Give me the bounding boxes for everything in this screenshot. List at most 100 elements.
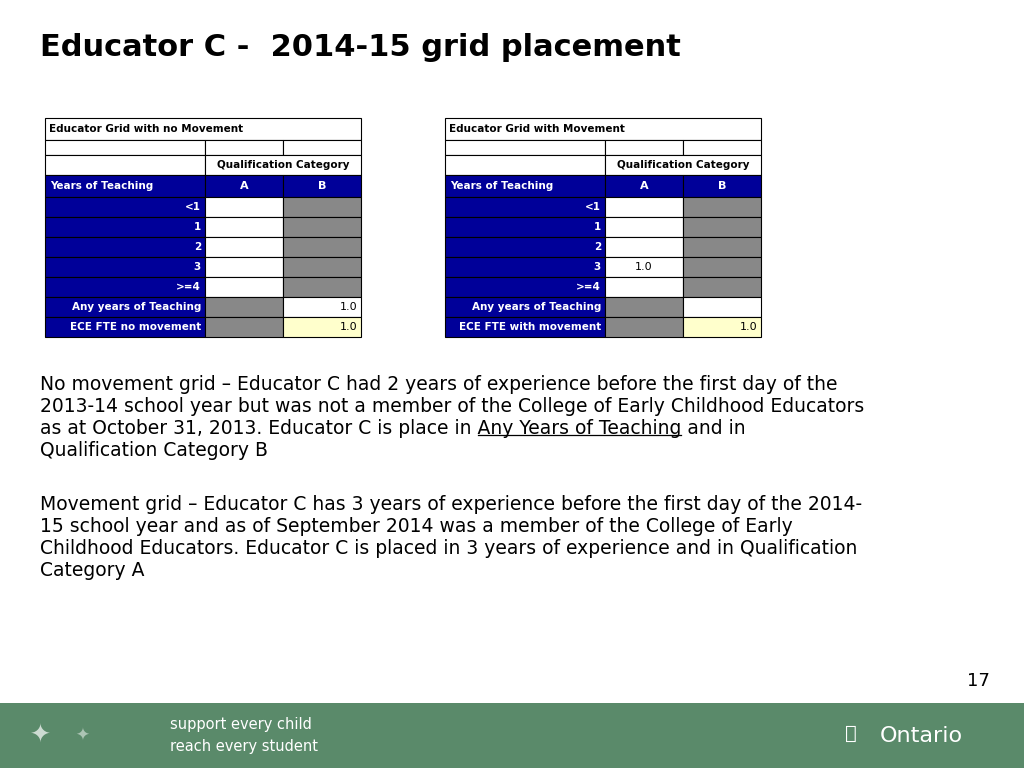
Text: Qualification Category: Qualification Category <box>217 160 349 170</box>
Bar <box>45 155 205 175</box>
Text: Years of Teaching: Years of Teaching <box>50 181 154 191</box>
Bar <box>683 197 761 217</box>
Bar <box>205 297 283 317</box>
Bar <box>45 237 205 257</box>
Bar <box>605 155 761 175</box>
Text: Years of Teaching: Years of Teaching <box>450 181 553 191</box>
Bar <box>683 175 761 197</box>
Bar <box>45 317 205 337</box>
Bar <box>605 140 683 155</box>
Bar <box>605 317 683 337</box>
Bar <box>605 277 683 297</box>
Bar <box>205 175 283 197</box>
Bar <box>45 197 205 217</box>
Bar <box>205 197 283 217</box>
Bar <box>605 297 683 317</box>
Bar <box>283 197 361 217</box>
Text: 1.0: 1.0 <box>635 262 653 272</box>
Text: 2013-14 school year but was not a member of the College of Early Childhood Educa: 2013-14 school year but was not a member… <box>40 397 864 416</box>
Text: ✦: ✦ <box>30 723 51 747</box>
Bar <box>683 317 761 337</box>
Bar <box>683 217 761 237</box>
Bar <box>283 217 361 237</box>
Bar <box>683 237 761 257</box>
Bar <box>605 175 683 197</box>
Text: Childhood Educators. Educator C is placed in 3 years of experience and in Qualif: Childhood Educators. Educator C is place… <box>40 539 857 558</box>
Bar <box>445 317 605 337</box>
Text: <1: <1 <box>185 202 201 212</box>
Bar <box>45 257 205 277</box>
Bar <box>445 140 605 155</box>
Text: as at October 31, 2013. Educator C is place in: as at October 31, 2013. Educator C is pl… <box>40 419 477 438</box>
Text: 1.0: 1.0 <box>339 322 357 332</box>
Bar <box>683 297 761 317</box>
Text: B: B <box>718 181 726 191</box>
Bar <box>445 237 605 257</box>
Text: Any years of Teaching: Any years of Teaching <box>472 302 601 312</box>
Text: No movement grid – Educator C had 2 years of experience before the first day of : No movement grid – Educator C had 2 year… <box>40 375 838 394</box>
Text: 2: 2 <box>594 242 601 252</box>
Text: Category A: Category A <box>40 561 144 580</box>
Text: 1.0: 1.0 <box>339 302 357 312</box>
Text: 1: 1 <box>594 222 601 232</box>
Text: as at October 31, 2013. Educator C is place in Any Years of Teaching: as at October 31, 2013. Educator C is pl… <box>40 419 681 438</box>
Text: Ontario: Ontario <box>880 726 964 746</box>
Bar <box>205 257 283 277</box>
Bar <box>445 155 605 175</box>
Text: >=4: >=4 <box>176 282 201 292</box>
Bar <box>445 175 605 197</box>
Text: Any years of Teaching: Any years of Teaching <box>72 302 201 312</box>
Bar <box>683 257 761 277</box>
Bar <box>283 140 361 155</box>
Text: >=4: >=4 <box>577 282 601 292</box>
Bar <box>283 257 361 277</box>
Bar <box>605 197 683 217</box>
Text: B: B <box>317 181 327 191</box>
Text: ✦: ✦ <box>75 727 89 744</box>
Bar <box>45 118 361 140</box>
Bar <box>283 277 361 297</box>
Bar <box>205 217 283 237</box>
Bar <box>283 297 361 317</box>
Bar <box>445 257 605 277</box>
Bar <box>445 217 605 237</box>
Bar <box>205 237 283 257</box>
Bar <box>45 140 205 155</box>
Bar <box>605 217 683 237</box>
Bar <box>205 317 283 337</box>
Text: 🦋: 🦋 <box>845 724 857 743</box>
Bar <box>283 175 361 197</box>
Bar <box>445 118 761 140</box>
Bar <box>605 237 683 257</box>
Text: 2: 2 <box>194 242 201 252</box>
Bar <box>283 317 361 337</box>
Text: Qualification Category: Qualification Category <box>616 160 750 170</box>
Text: 1: 1 <box>194 222 201 232</box>
Bar <box>205 155 361 175</box>
Text: 1.0: 1.0 <box>739 322 757 332</box>
Text: ECE FTE with movement: ECE FTE with movement <box>459 322 601 332</box>
Text: Educator Grid with Movement: Educator Grid with Movement <box>449 124 625 134</box>
Bar <box>445 277 605 297</box>
Text: 3: 3 <box>194 262 201 272</box>
Text: support every child
reach every student: support every child reach every student <box>170 717 318 754</box>
Text: 15 school year and as of September 2014 was a member of the College of Early: 15 school year and as of September 2014 … <box>40 517 793 536</box>
Text: Educator Grid with no Movement: Educator Grid with no Movement <box>49 124 243 134</box>
Bar <box>683 140 761 155</box>
Text: 17: 17 <box>967 672 990 690</box>
Bar <box>45 217 205 237</box>
Text: 3: 3 <box>594 262 601 272</box>
Text: A: A <box>240 181 248 191</box>
Bar <box>45 297 205 317</box>
Bar <box>605 257 683 277</box>
Text: Educator C -  2014-15 grid placement: Educator C - 2014-15 grid placement <box>40 33 681 62</box>
Bar <box>283 237 361 257</box>
Bar <box>205 140 283 155</box>
Text: Movement grid – Educator C has 3 years of experience before the first day of the: Movement grid – Educator C has 3 years o… <box>40 495 862 514</box>
Bar <box>0 703 1024 768</box>
Bar <box>683 277 761 297</box>
Text: Qualification Category B: Qualification Category B <box>40 441 268 460</box>
Bar <box>445 197 605 217</box>
Text: as at October 31, 2013. Educator C is place in Any Years of Teaching and in: as at October 31, 2013. Educator C is pl… <box>40 419 745 438</box>
Text: A: A <box>640 181 648 191</box>
